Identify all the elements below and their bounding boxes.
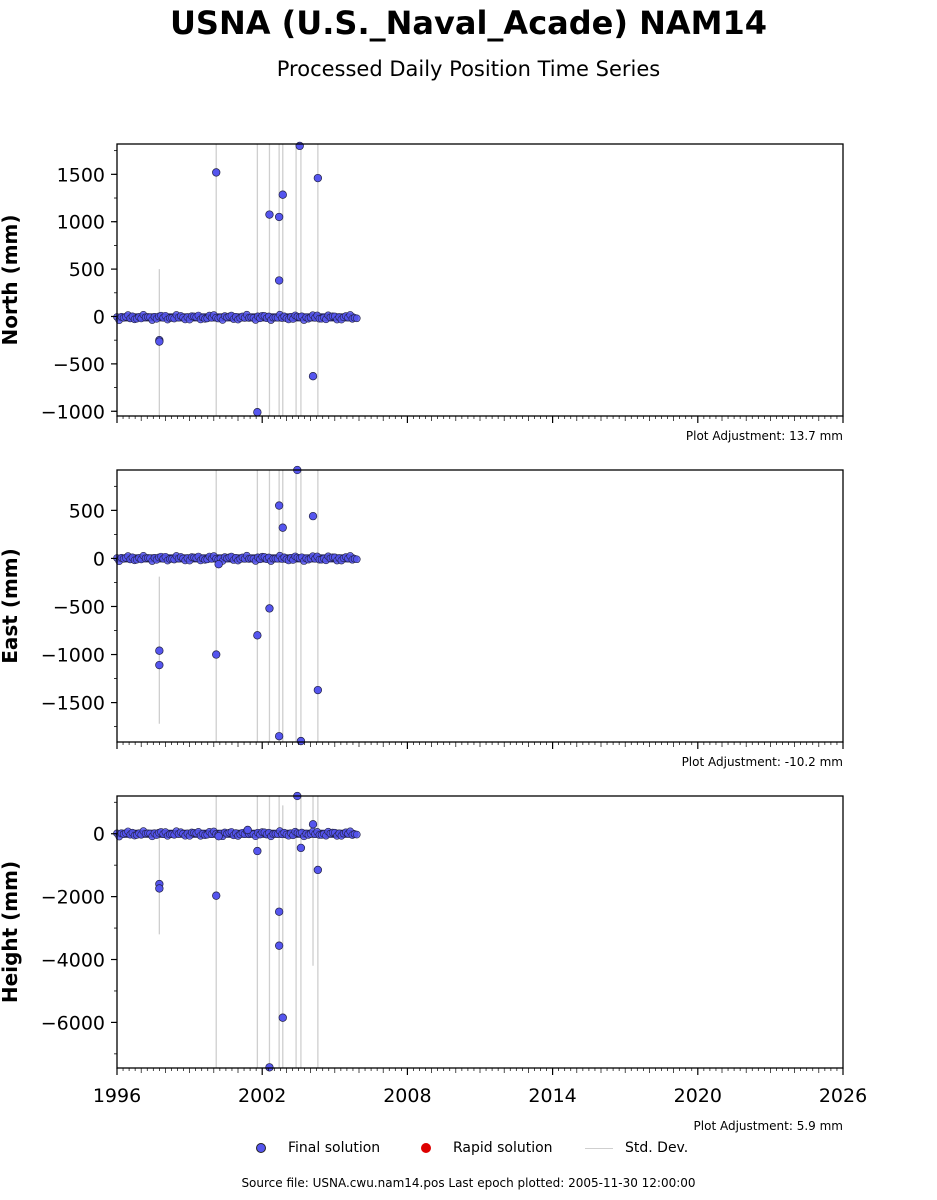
- outlier-point: [308, 820, 318, 829]
- outlier-point: [155, 646, 164, 655]
- plot-adjustment-note: Plot Adjustment: 5.9 mm: [694, 1119, 843, 1133]
- y-tick-label: −4000: [41, 950, 105, 972]
- outlier-point: [265, 604, 274, 613]
- outlier-point: [155, 884, 164, 893]
- outlier-point: [313, 865, 323, 875]
- y-tick-label: −500: [53, 596, 105, 618]
- y-tick-label: −1000: [41, 401, 105, 423]
- outlier-point: [296, 736, 306, 746]
- plot-adjustment-note: Plot Adjustment: 13.7 mm: [686, 429, 843, 443]
- outlier-point: [212, 650, 221, 659]
- plot-frame: [116, 469, 844, 743]
- outlier-point: [212, 891, 221, 900]
- x-tick-label: 2008: [383, 1085, 431, 1107]
- x-tick-label: 1996: [93, 1085, 141, 1107]
- outlier-point: [253, 408, 262, 417]
- daily-solution-point: [352, 555, 361, 564]
- outlier-point: [243, 825, 252, 835]
- outlier-point: [265, 210, 274, 219]
- y-tick-label: −500: [53, 354, 105, 376]
- legend-final-label: Final solution: [288, 1140, 381, 1156]
- y-axis-label: North (mm): [0, 214, 22, 345]
- plot-adjustment-note: Plot Adjustment: -10.2 mm: [682, 755, 843, 769]
- y-tick-label: 0: [93, 548, 105, 570]
- outlier-point: [278, 523, 287, 532]
- y-tick-label: −1000: [41, 645, 105, 667]
- outlier-point: [155, 660, 164, 670]
- outlier-point: [274, 212, 284, 222]
- outlier-point: [155, 337, 164, 346]
- y-tick-label: −2000: [41, 887, 105, 909]
- outlier-point: [278, 190, 287, 199]
- x-tick-label: 2026: [819, 1085, 867, 1107]
- outlier-point: [274, 276, 284, 285]
- outlier-point: [295, 141, 304, 151]
- y-tick-label: 0: [93, 824, 105, 846]
- y-axis-label: East (mm): [0, 548, 22, 664]
- outlier-point: [212, 168, 221, 177]
- outlier-point: [274, 907, 284, 916]
- outlier-point: [274, 941, 284, 950]
- outlier-point: [253, 631, 262, 640]
- plot-frame: [116, 143, 844, 417]
- outlier-point: [313, 685, 323, 695]
- outlier-point: [274, 732, 284, 741]
- x-tick-label: 2020: [674, 1085, 722, 1107]
- outlier-point: [274, 501, 284, 510]
- y-tick-label: 500: [69, 500, 105, 522]
- y-tick-label: −1500: [41, 693, 105, 715]
- std-dev-line-icon: [585, 1147, 613, 1149]
- outlier-point: [214, 560, 223, 569]
- daily-solution-point: [352, 830, 361, 839]
- legend-rapid: Rapid solution: [421, 1138, 553, 1158]
- outlier-point: [308, 372, 318, 381]
- y-tick-label: −6000: [41, 1012, 105, 1034]
- outlier-point: [278, 1013, 287, 1022]
- legend-final: Final solution: [256, 1138, 380, 1158]
- outlier-point: [296, 843, 306, 853]
- x-tick-label: 2014: [528, 1085, 576, 1107]
- y-tick-label: 1000: [57, 212, 105, 234]
- legend-std-label: Std. Dev.: [625, 1140, 689, 1156]
- final-solution-marker-icon: [256, 1143, 266, 1153]
- outlier-point: [214, 832, 223, 841]
- legend-std: Std. Dev.: [585, 1138, 688, 1158]
- chart-subtitle: Processed Daily Position Time Series: [276, 57, 661, 81]
- outlier-point: [308, 511, 318, 521]
- source-footer: Source file: USNA.cwu.nam14.pos Last epo…: [241, 1176, 696, 1190]
- rapid-solution-marker-icon: [421, 1143, 431, 1153]
- chart-title: USNA (U.S._Naval_Acade) NAM14: [169, 4, 768, 42]
- outlier-point: [253, 846, 262, 856]
- y-tick-label: 500: [69, 259, 105, 281]
- y-tick-label: 0: [93, 306, 105, 328]
- daily-solution-point: [352, 314, 361, 323]
- y-axis-label: Height (mm): [0, 861, 22, 1003]
- x-tick-label: 2002: [238, 1085, 286, 1107]
- legend-rapid-label: Rapid solution: [453, 1140, 553, 1156]
- outlier-point: [313, 173, 323, 183]
- y-tick-label: 1500: [57, 164, 105, 186]
